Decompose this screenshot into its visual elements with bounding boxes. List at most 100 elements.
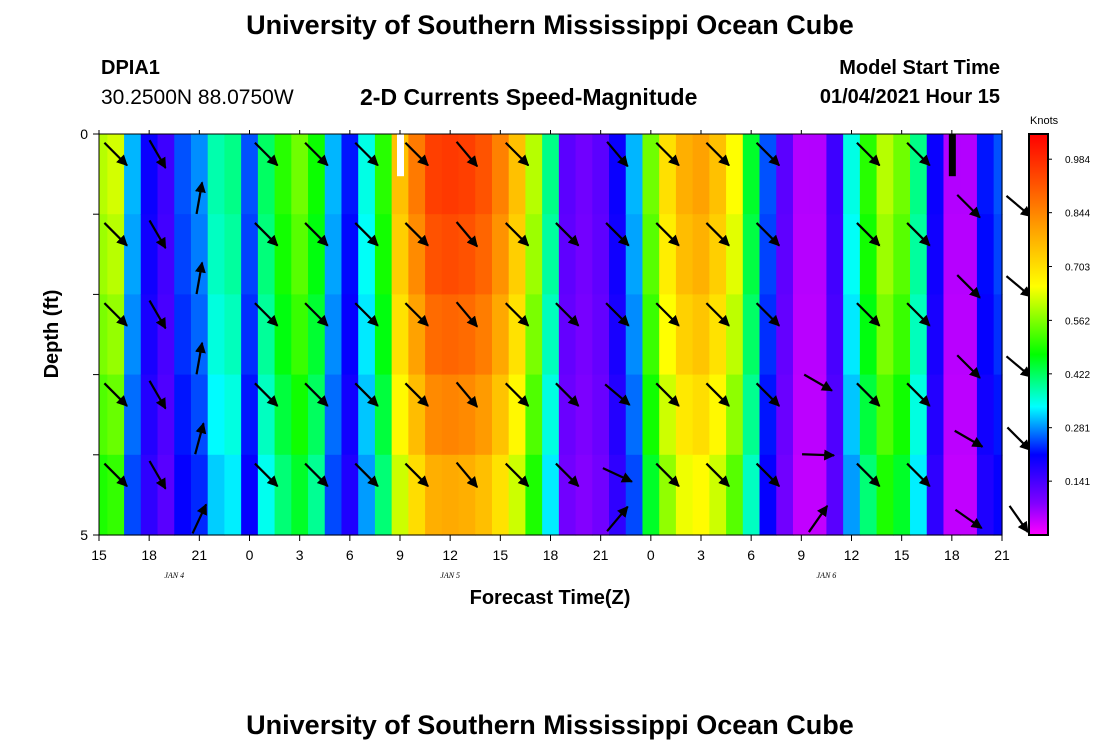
heat-cell — [190, 134, 209, 215]
heat-cell — [826, 374, 844, 456]
x-tick-label: 18 — [944, 547, 960, 563]
current-arrow — [254, 222, 279, 247]
current-arrow — [655, 382, 680, 407]
heat-cell — [124, 294, 142, 376]
heat-cell — [809, 374, 828, 456]
current-arrow — [906, 462, 931, 487]
heat-cell — [993, 454, 1003, 536]
current-arrow — [304, 222, 329, 247]
heat-cell — [926, 294, 945, 376]
heat-cell — [742, 294, 761, 376]
heat-cell — [257, 214, 276, 295]
heat-cell — [341, 134, 359, 215]
heat-cell — [124, 214, 142, 295]
current-arrow — [605, 302, 630, 327]
current-arrow — [555, 222, 580, 247]
heat-cell — [910, 294, 928, 376]
model-start-value: 01/04/2021 Hour 15 — [819, 86, 1000, 108]
heat-cell — [692, 374, 710, 456]
heat-cell — [99, 454, 108, 536]
current-arrow — [254, 382, 279, 407]
current-arrow — [807, 504, 829, 533]
x-tick-label: 15 — [91, 547, 107, 563]
heat-cell — [692, 214, 710, 295]
heat-cell — [726, 134, 744, 215]
heat-cell — [893, 214, 911, 295]
current-arrow — [194, 261, 206, 295]
heat-cell — [843, 454, 861, 536]
colorbar-tick-label: 0.281 — [1065, 424, 1090, 435]
heat-cell — [458, 374, 476, 456]
heat-cell — [491, 374, 510, 456]
heat-cell — [458, 134, 476, 215]
heat-cell — [692, 294, 710, 376]
colorbar-tick-label: 0.141 — [1065, 477, 1090, 488]
heat-cell — [960, 134, 978, 215]
current-arrow — [455, 221, 479, 248]
current-arrow — [755, 141, 780, 167]
current-arrow — [455, 461, 479, 488]
heat-cell — [140, 374, 159, 456]
heat-cell — [943, 294, 961, 376]
x-tick-label: 12 — [442, 547, 458, 563]
current-arrow — [103, 382, 128, 407]
heat-cell — [174, 374, 192, 456]
heat-cell — [458, 294, 476, 376]
heat-cell — [508, 454, 527, 536]
current-arrow — [103, 462, 128, 487]
current-arrow — [404, 462, 429, 487]
heat-cell — [776, 134, 794, 215]
heat-cell — [843, 134, 861, 215]
heat-cell — [592, 454, 610, 536]
heat-cell — [425, 134, 443, 215]
heat-cell — [99, 214, 108, 295]
heat-cell — [374, 214, 393, 295]
current-arrow — [103, 302, 128, 327]
current-arrow — [148, 219, 167, 250]
heat-cell — [491, 134, 510, 215]
heat-cell — [542, 374, 560, 456]
current-arrow — [304, 302, 329, 327]
heat-cell — [475, 454, 493, 536]
heat-cell — [257, 374, 276, 456]
current-arrows — [103, 139, 1032, 534]
current-arrow — [705, 222, 730, 247]
current-arrow — [906, 222, 931, 247]
heat-cell — [742, 454, 761, 536]
marker-bars — [397, 134, 956, 177]
heat-cell — [893, 454, 911, 536]
heat-cell — [341, 374, 359, 456]
y-tick-label: 0 — [80, 126, 88, 142]
heat-cell — [525, 454, 543, 536]
colorbar-tick-label: 0.562 — [1065, 316, 1090, 327]
heat-cell — [960, 214, 978, 295]
current-arrow — [856, 382, 881, 407]
heat-cell — [575, 134, 593, 215]
heat-cell — [140, 134, 159, 215]
heat-cell — [709, 214, 727, 295]
heat-cell — [324, 214, 343, 295]
current-arrow — [354, 141, 379, 167]
heat-cell — [726, 454, 744, 536]
heat-cell — [976, 214, 995, 295]
heat-cell — [291, 134, 309, 215]
heat-cell — [709, 374, 727, 456]
current-arrow — [194, 341, 206, 375]
heat-cell — [943, 454, 961, 536]
heat-cell — [659, 214, 677, 295]
current-arrow — [455, 381, 479, 408]
current-arrow — [404, 302, 429, 327]
heat-cell — [408, 374, 426, 456]
heat-cell — [190, 294, 209, 376]
heat-cell — [642, 214, 660, 295]
heat-cell — [859, 214, 878, 295]
heat-cell — [374, 134, 393, 215]
current-arrow — [254, 302, 279, 327]
heat-cell — [374, 454, 393, 536]
heat-cell — [157, 454, 175, 536]
x-tick-label: 15 — [493, 547, 509, 563]
heat-cell — [99, 134, 108, 215]
heat-cell — [441, 454, 460, 536]
heat-cell — [458, 214, 476, 295]
current-arrow — [504, 382, 530, 407]
